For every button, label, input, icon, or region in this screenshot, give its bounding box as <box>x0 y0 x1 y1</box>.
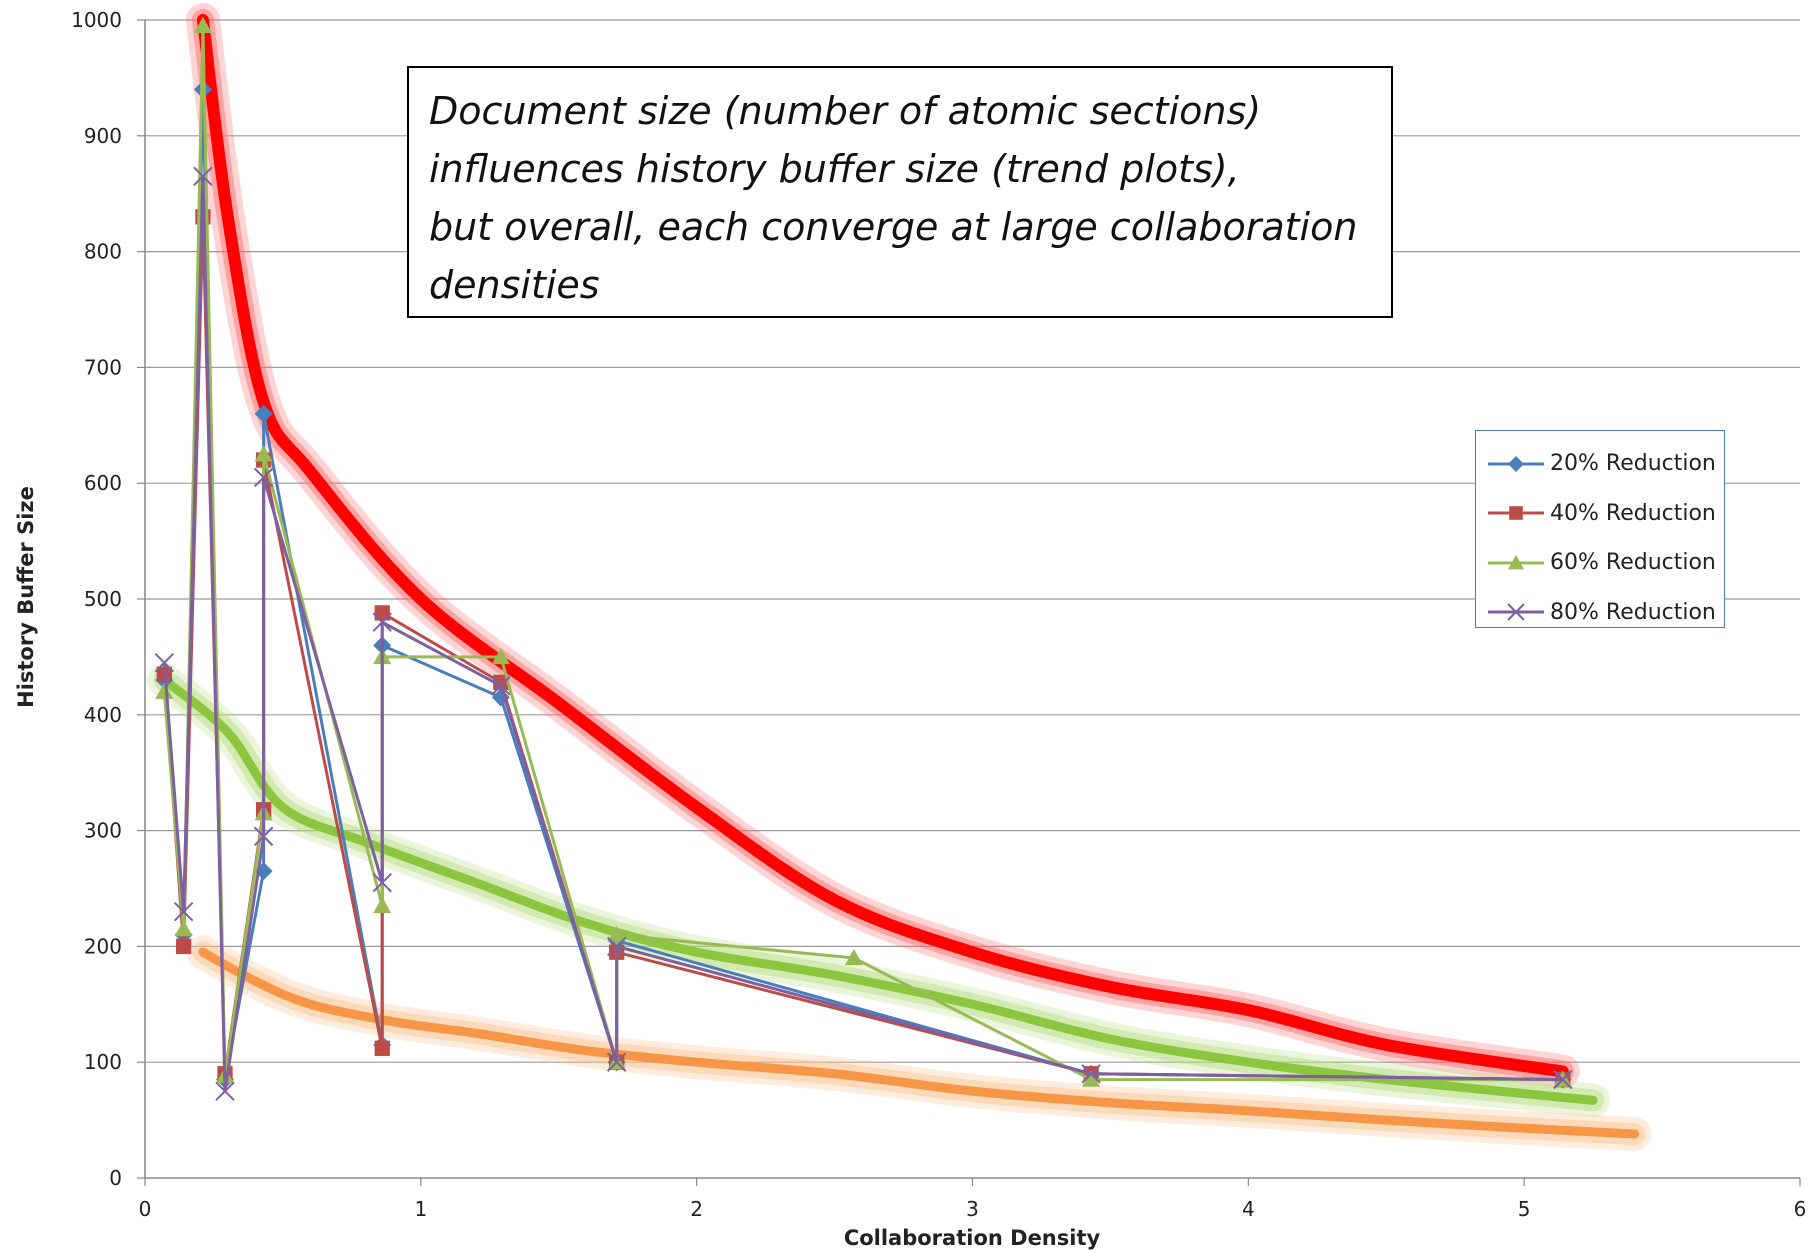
data-point <box>174 920 193 937</box>
x-tick-label: 0 <box>139 1197 152 1221</box>
annotation-line-1: Document size (number of atomic sections… <box>429 89 1262 133</box>
legend-swatch-60 <box>1488 554 1544 570</box>
y-tick-label: 400 <box>84 703 122 727</box>
y-tick-label: 300 <box>84 819 122 843</box>
annotation-box: Document size (number of atomic sections… <box>407 66 1393 318</box>
data-point <box>493 674 509 691</box>
x-tick-label: 1 <box>414 1197 427 1221</box>
legend: 20% Reduction 40% Reduction 60% Reductio… <box>1475 430 1725 628</box>
legend-item-80: 80% Reduction <box>1486 588 1724 638</box>
data-point <box>1508 554 1524 570</box>
series-line <box>162 215 1563 1082</box>
data-point <box>372 873 392 893</box>
data-point <box>491 676 511 696</box>
annotation-line-3: but overall, each converge at large coll… <box>429 205 1358 249</box>
data-point <box>215 1081 235 1101</box>
data-point <box>154 652 175 673</box>
y-tick-label: 600 <box>84 471 122 495</box>
data-point <box>253 467 274 488</box>
data-point <box>491 647 510 665</box>
x-tick-label: 3 <box>966 1197 979 1221</box>
legend-swatch-40 <box>1488 506 1544 521</box>
data-point <box>1507 603 1525 621</box>
data-point <box>193 166 213 187</box>
legend-item-60: 60% Reduction <box>1486 538 1724 588</box>
y-tick-label: 0 <box>109 1166 122 1190</box>
y-tick-label: 500 <box>84 587 122 611</box>
data-point <box>607 925 626 943</box>
trend-line <box>159 675 1598 1105</box>
data-point <box>373 896 392 914</box>
legend-label: 60% Reduction <box>1550 550 1716 576</box>
data-point <box>1509 506 1523 521</box>
y-tick-label: 200 <box>84 934 122 958</box>
trend-line <box>198 947 1639 1139</box>
data-point <box>374 605 390 621</box>
legend-item-20: 20% Reduction <box>1486 439 1724 489</box>
x-tick-label: 5 <box>1518 1197 1531 1221</box>
y-axis-title: History Buffer Size <box>14 486 38 708</box>
data-point <box>254 404 273 423</box>
data-point <box>254 445 273 462</box>
data-point <box>1082 1070 1101 1087</box>
data-point <box>374 1040 390 1056</box>
y-tick-label: 100 <box>84 1050 122 1074</box>
tick-labels: 0 100 200 300 400 500 600 700 800 900 1000 0 1 2 3 4 5 6 <box>71 8 1806 1221</box>
data-series <box>154 16 1573 1101</box>
annotation-line-2: influences history buffer size (trend pl… <box>429 147 1240 191</box>
legend-label: 40% Reduction <box>1550 500 1716 526</box>
x-tick-label: 6 <box>1794 1197 1807 1221</box>
annotation-line-4: densities <box>429 263 600 307</box>
data-point <box>253 826 274 847</box>
y-tick-label: 700 <box>84 355 122 379</box>
legend-swatch-20 <box>1488 455 1544 472</box>
y-tick-label: 800 <box>84 240 122 264</box>
data-point <box>1081 1064 1101 1084</box>
x-tick-label: 2 <box>690 1197 703 1221</box>
data-point <box>155 682 174 699</box>
x-tick-label: 4 <box>1242 1197 1255 1221</box>
data-point <box>844 948 863 966</box>
data-point <box>175 938 192 955</box>
data-point <box>173 901 194 922</box>
data-point <box>606 1052 627 1072</box>
legend-swatch-80 <box>1488 603 1544 621</box>
trend-line <box>196 14 1569 1078</box>
y-tick-label: 900 <box>84 124 122 148</box>
legend-label: 80% Reduction <box>1550 599 1716 625</box>
data-point <box>193 16 212 33</box>
trend-lines <box>159 14 1639 1139</box>
data-point <box>1553 1069 1573 1090</box>
data-point <box>372 612 392 632</box>
x-axis-title: Collaboration Density <box>844 1226 1101 1250</box>
legend-label: 20% Reduction <box>1550 451 1716 477</box>
data-point <box>606 936 627 957</box>
legend-item-40: 40% Reduction <box>1486 489 1724 539</box>
data-point <box>1508 455 1524 472</box>
y-tick-label: 1000 <box>71 8 122 32</box>
